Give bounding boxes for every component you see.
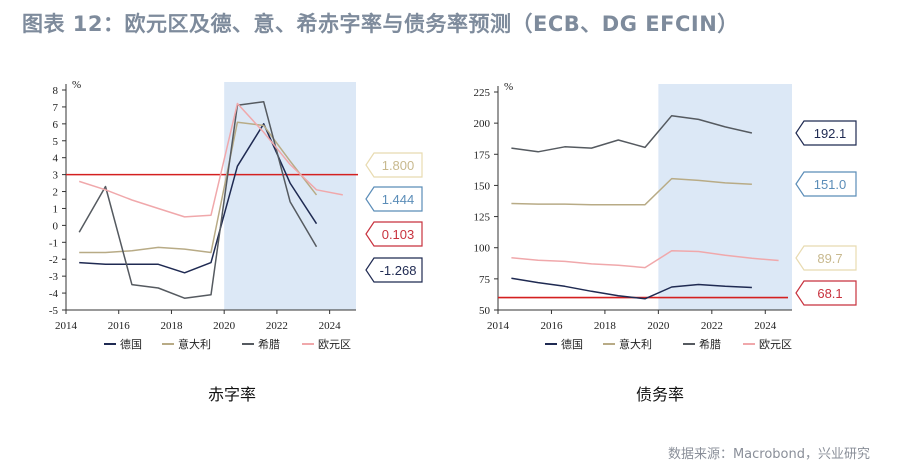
forecast-shade <box>658 84 792 310</box>
x-tick-label: 2016 <box>108 320 131 332</box>
callout-box-欧元区 <box>795 245 857 271</box>
legend-label-德国: 德国 <box>561 337 583 351</box>
y-tick-label: 2 <box>53 187 59 199</box>
x-tick-label: 2022 <box>701 320 723 332</box>
page-title: 图表 12：欧元区及德、意、希赤字率与债务率预测（ECB、DG EFCIN） <box>22 12 739 36</box>
callout-value-意大利: 151.0 <box>814 177 847 192</box>
callout-box-希腊 <box>365 257 423 283</box>
legend-label-希腊: 希腊 <box>699 337 721 351</box>
series-line-德国 <box>511 277 752 300</box>
callout-value-希腊: -1.268 <box>380 263 417 278</box>
callout-value-德国: 0.103 <box>382 227 415 242</box>
y-tick-label: 6 <box>53 119 59 131</box>
legend-label-欧元区: 欧元区 <box>318 338 351 351</box>
deficit-chart: % -5 -4 -3 -2 -1 0 1 2 3 4 5 6 7 8 2014 2016 2018 2020 2022… <box>49 79 423 404</box>
debt-chart: % 50 75 100 125 150 175 200 225 2014 2016 2018 2020 2… <box>474 81 857 404</box>
x-tick-label: 2014 <box>55 320 78 332</box>
y-tick-label: 8 <box>53 85 59 97</box>
unit-label: % <box>504 81 513 93</box>
callout-box-意大利 <box>795 171 857 197</box>
y-tick-label: -2 <box>49 254 58 266</box>
y-tick-label: 3 <box>53 170 59 182</box>
x-tick-label: 2014 <box>487 320 510 332</box>
y-tick-label: -5 <box>49 305 59 317</box>
legend-label-意大利: 意大利 <box>619 337 652 351</box>
y-tick-label: -3 <box>49 271 59 283</box>
callout-box-德国 <box>365 221 423 247</box>
x-tick-label: 2020 <box>213 320 236 332</box>
unit-label: % <box>72 79 81 91</box>
series-line-希腊 <box>511 114 753 153</box>
callout-box-德国 <box>795 280 857 306</box>
series-line-希腊 <box>78 101 318 299</box>
y-tick-label: 1 <box>53 203 59 215</box>
series-line-意大利 <box>79 121 318 254</box>
callout-box-意大利 <box>365 152 423 178</box>
callout-box-欧元区 <box>365 186 423 212</box>
chart-caption: 债务率 <box>636 385 684 404</box>
legend-label-意大利: 意大利 <box>178 337 211 351</box>
callout-value-欧元区: 1.444 <box>382 192 415 207</box>
legend-label-德国: 德国 <box>120 337 142 351</box>
y-tick-label: 175 <box>474 149 491 161</box>
series-line-欧元区 <box>511 250 779 269</box>
y-tick-label: 5 <box>53 136 59 148</box>
forecast-shade <box>224 82 356 310</box>
legend-label-希腊: 希腊 <box>258 337 280 351</box>
y-tick-label: 75 <box>479 274 491 286</box>
callout-box-希腊 <box>795 120 857 146</box>
x-tick-label: 2016 <box>540 320 563 332</box>
callout-value-意大利: 1.800 <box>382 158 415 173</box>
legend-label-欧元区: 欧元区 <box>759 338 792 351</box>
y-tick-label: 4 <box>53 153 59 165</box>
source-note: 数据来源：Macrobond，兴业研究 <box>667 447 870 462</box>
callout-value-希腊: 192.1 <box>814 126 847 141</box>
series-line-欧元区 <box>78 102 343 218</box>
callout-value-德国: 68.1 <box>817 286 842 301</box>
x-tick-label: 2024 <box>754 320 777 332</box>
x-tick-label: 2024 <box>319 320 342 332</box>
y-tick-label: 225 <box>474 87 491 99</box>
x-tick-label: 2020 <box>647 320 670 332</box>
y-tick-label: 7 <box>53 102 59 114</box>
x-tick-label: 2018 <box>160 320 183 332</box>
x-tick-label: 2022 <box>266 320 288 332</box>
y-tick-label: 0 <box>53 220 59 232</box>
y-tick-label: 200 <box>474 118 491 130</box>
chart-caption: 赤字率 <box>208 385 256 404</box>
series-line-意大利 <box>511 177 752 206</box>
y-tick-label: 150 <box>474 180 491 192</box>
y-tick-label: -1 <box>49 237 58 249</box>
y-tick-label: -4 <box>49 288 59 300</box>
y-tick-label: 125 <box>474 212 491 224</box>
y-tick-label: 50 <box>479 305 491 317</box>
x-tick-label: 2018 <box>594 320 617 332</box>
callout-value-欧元区: 89.7 <box>817 251 842 266</box>
y-tick-label: 100 <box>474 243 491 255</box>
